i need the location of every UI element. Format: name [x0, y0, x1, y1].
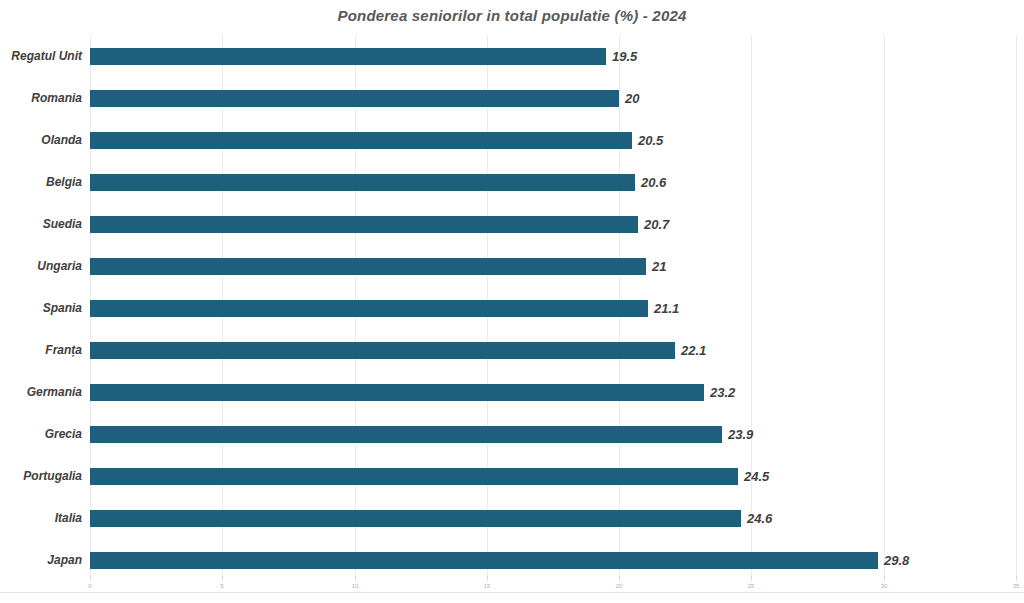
bar-romania — [90, 90, 619, 107]
value-label: 23.9 — [728, 427, 753, 442]
tick-label-x-25: 25 — [741, 583, 761, 589]
bar-germania — [90, 384, 704, 401]
value-label: 23.2 — [710, 385, 735, 400]
tick-label-x-20: 20 — [609, 583, 629, 589]
tick-mark-x-30 — [884, 576, 885, 581]
category-label: Grecia — [0, 427, 82, 441]
tick-label-x-10: 10 — [345, 583, 365, 589]
value-label: 21 — [652, 259, 666, 274]
tick-label-x-0: 0 — [80, 583, 100, 589]
category-label: Belgia — [0, 175, 82, 189]
bar-suedia — [90, 216, 638, 233]
tick-label-x-15: 15 — [477, 583, 497, 589]
value-label: 22.1 — [681, 343, 706, 358]
gridline-x-25 — [751, 35, 752, 581]
category-label: Franța — [0, 343, 82, 357]
bar-ungaria — [90, 258, 646, 275]
category-label: Romania — [0, 91, 82, 105]
value-label: 24.6 — [747, 511, 772, 526]
value-label: 24.5 — [744, 469, 769, 484]
category-label: Olanda — [0, 133, 82, 147]
tick-label-x-35: 35 — [1006, 583, 1024, 589]
value-label: 20 — [625, 91, 639, 106]
category-label: Suedia — [0, 217, 82, 231]
category-label: Spania — [0, 301, 82, 315]
bar-italia — [90, 510, 741, 527]
value-label: 20.5 — [638, 133, 663, 148]
tick-mark-x-20 — [619, 576, 620, 581]
tick-mark-x-25 — [751, 576, 752, 581]
value-label: 20.6 — [641, 175, 666, 190]
category-label: Portugalia — [0, 469, 82, 483]
chart-bottom-border — [0, 592, 1024, 593]
category-label: Italia — [0, 511, 82, 525]
tick-mark-x-35 — [1016, 576, 1017, 581]
bar-franța — [90, 342, 675, 359]
tick-mark-x-15 — [487, 576, 488, 581]
category-label: Japan — [0, 553, 82, 567]
bar-chart: Ponderea seniorilor in total populatie (… — [0, 0, 1024, 603]
value-label: 19.5 — [612, 49, 637, 64]
value-label: 21.1 — [654, 301, 679, 316]
bar-japan — [90, 552, 878, 569]
bar-spania — [90, 300, 648, 317]
tick-mark-x-0 — [90, 576, 91, 581]
category-label: Germania — [0, 385, 82, 399]
bar-belgia — [90, 174, 635, 191]
category-label: Ungaria — [0, 259, 82, 273]
value-label: 20.7 — [644, 217, 669, 232]
tick-label-x-5: 5 — [212, 583, 232, 589]
tick-mark-x-10 — [355, 576, 356, 581]
tick-label-x-30: 30 — [874, 583, 894, 589]
chart-title: Ponderea seniorilor in total populatie (… — [0, 7, 1024, 24]
tick-mark-x-5 — [222, 576, 223, 581]
gridline-x-35 — [1016, 35, 1017, 581]
bar-olanda — [90, 132, 632, 149]
bar-regatul-unit — [90, 48, 606, 65]
gridline-x-30 — [884, 35, 885, 581]
bar-grecia — [90, 426, 722, 443]
category-label: Regatul Unit — [0, 49, 82, 63]
bar-portugalia — [90, 468, 738, 485]
value-label: 29.8 — [884, 553, 909, 568]
